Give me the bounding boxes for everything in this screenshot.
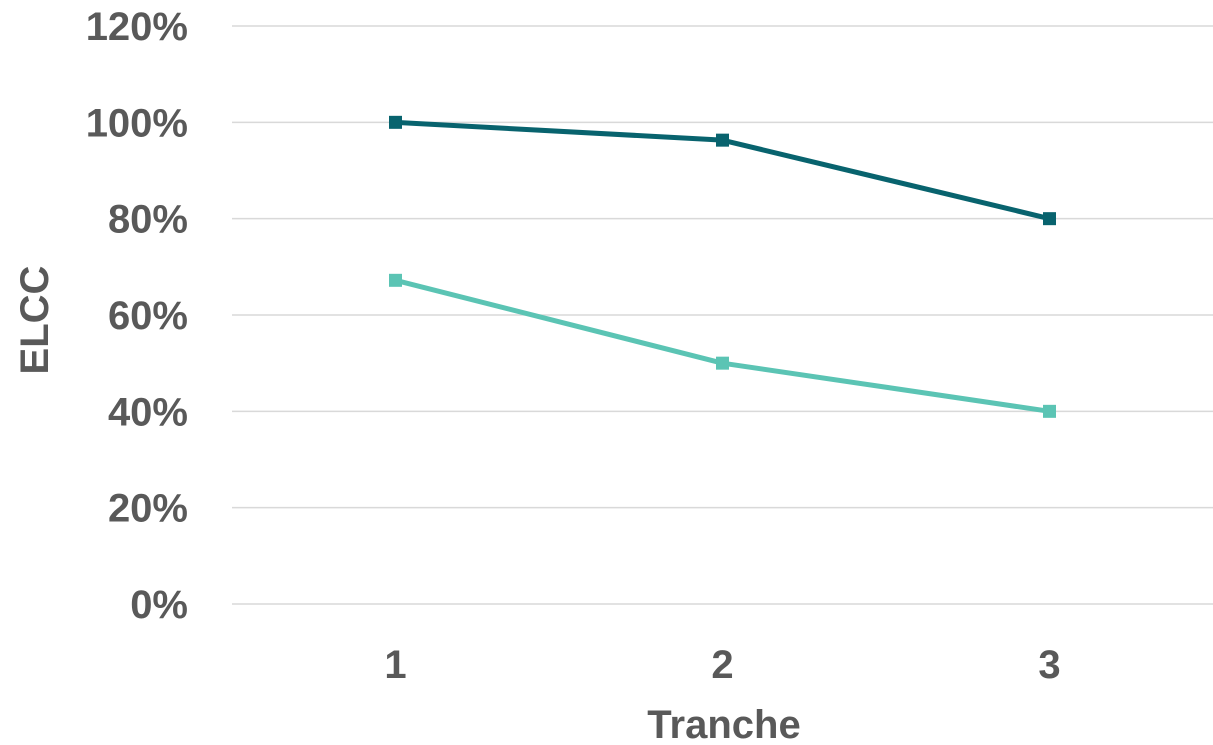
data-point-marker (716, 133, 729, 147)
y-tick-label: 20% (108, 487, 188, 531)
y-tick-label: 100% (86, 101, 188, 145)
data-point-marker (716, 356, 729, 370)
series-group (389, 115, 1056, 418)
y-tick-label: 0% (130, 583, 188, 627)
data-point-marker (1043, 212, 1056, 226)
y-tick-label: 80% (108, 198, 188, 242)
x-tick-label: 3 (1038, 643, 1060, 687)
series-1 (389, 115, 1056, 226)
y-axis-title: ELCC (13, 266, 57, 375)
y-tick-label: 60% (108, 294, 188, 338)
data-point-marker (1043, 404, 1056, 418)
gridlines (232, 25, 1213, 605)
data-point-marker (389, 115, 402, 129)
y-tick-label: 120% (86, 5, 188, 49)
y-tick-label: 40% (108, 390, 188, 434)
x-axis-ticks: 1 2 3 (384, 643, 1060, 687)
x-axis-title: Tranche (647, 703, 800, 745)
series-line (394, 277, 1050, 414)
x-tick-label: 2 (711, 643, 733, 687)
data-point-marker (389, 273, 402, 287)
x-tick-label: 1 (384, 643, 406, 687)
y-axis-ticks: 0% 20% 40% 60% 80% 100% 120% (86, 5, 188, 627)
series-2 (389, 273, 1056, 418)
